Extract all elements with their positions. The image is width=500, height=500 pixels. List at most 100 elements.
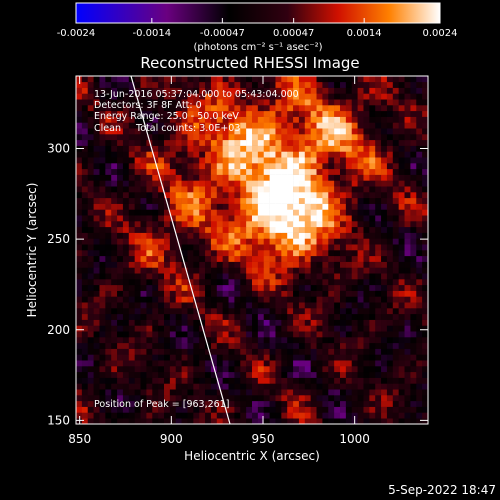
heatmap-cell — [210, 76, 218, 83]
heatmap-cell — [410, 255, 417, 262]
heatmap-cell — [363, 400, 370, 407]
heatmap-cell — [416, 313, 423, 320]
heatmap-cell — [234, 337, 241, 344]
heatmap-cell — [222, 232, 229, 239]
heatmap-cell — [169, 319, 177, 326]
heatmap-cell — [252, 76, 259, 83]
heatmap-cell — [375, 302, 382, 309]
heatmap-cell — [122, 348, 130, 355]
heatmap-cell — [263, 163, 270, 170]
heatmap-cell — [234, 418, 241, 425]
heatmap-cell — [152, 116, 159, 123]
heatmap-cell — [134, 105, 141, 112]
heatmap-cell — [298, 99, 306, 106]
heatmap-cell — [263, 348, 270, 355]
heatmap-cell — [169, 192, 177, 199]
heatmap-cell — [111, 105, 118, 112]
heatmap-cell — [187, 186, 194, 193]
heatmap-cell — [252, 302, 259, 309]
heatmap-cell — [122, 76, 130, 83]
heatmap-cell — [216, 81, 223, 88]
heatmap-cell — [304, 215, 311, 222]
heatmap-cell — [81, 331, 89, 338]
heatmap-cell — [398, 215, 405, 222]
heatmap-cell — [187, 221, 194, 228]
heatmap-cell — [281, 360, 288, 367]
heatmap-cell — [187, 81, 194, 88]
heatmap-cell — [298, 128, 306, 135]
heatmap-cell — [340, 192, 347, 199]
heatmap-cell — [193, 221, 200, 228]
heatmap-cell — [304, 157, 311, 164]
heatmap-cell — [369, 139, 376, 146]
heatmap-cell — [345, 377, 353, 384]
heatmap-cell — [175, 395, 182, 402]
heatmap-cell — [316, 377, 323, 384]
heatmap-cell — [369, 209, 376, 216]
heatmap-cell — [181, 157, 188, 164]
heatmap-cell — [304, 255, 311, 262]
heatmap-cell — [334, 174, 341, 181]
heatmap-cell — [181, 186, 188, 193]
heatmap-cell — [345, 325, 353, 332]
heatmap-cell — [422, 325, 429, 332]
x-tick-label: 850 — [68, 432, 91, 446]
heatmap-cell — [298, 360, 306, 367]
heatmap-cell — [304, 279, 311, 286]
heatmap-cell — [205, 76, 212, 83]
heatmap-cell — [205, 412, 212, 419]
heatmap-cell — [281, 221, 288, 228]
heatmap-cell — [234, 139, 241, 146]
heatmap-cell — [375, 99, 382, 106]
heatmap-cell — [99, 418, 106, 425]
heatmap-cell — [216, 331, 223, 338]
heatmap-cell — [128, 296, 135, 303]
heatmap-cell — [269, 354, 276, 361]
heatmap-cell — [340, 331, 347, 338]
heatmap-cell — [422, 76, 429, 83]
heatmap-cell — [152, 174, 159, 181]
heatmap-cell — [369, 134, 376, 141]
heatmap-cell — [369, 163, 376, 170]
heatmap-cell — [410, 168, 417, 175]
heatmap-cell — [298, 284, 306, 291]
heatmap-cell — [310, 197, 317, 204]
heatmap-cell — [416, 255, 423, 262]
heatmap-cell — [152, 406, 159, 413]
heatmap-cell — [422, 360, 429, 367]
heatmap-cell — [328, 168, 335, 175]
heatmap-cell — [386, 250, 394, 257]
heatmap-cell — [281, 366, 288, 373]
heatmap-cell — [187, 395, 194, 402]
heatmap-cell — [228, 192, 235, 199]
heatmap-cell — [111, 383, 118, 390]
heatmap-cell — [117, 296, 124, 303]
heatmap-cell — [152, 290, 159, 297]
heatmap-cell — [316, 371, 323, 378]
heatmap-cell — [246, 371, 253, 378]
heatmap-cell — [146, 412, 153, 419]
heatmap-cell — [193, 325, 200, 332]
heatmap-cell — [146, 400, 153, 407]
heatmap-cell — [222, 389, 229, 396]
heatmap-cell — [175, 180, 182, 187]
heatmap-cell — [416, 348, 423, 355]
heatmap-cell — [269, 168, 276, 175]
heatmap-cell — [275, 157, 282, 164]
heatmap-cell — [263, 400, 270, 407]
heatmap-cell — [340, 221, 347, 228]
heatmap-cell — [410, 110, 417, 117]
heatmap-cell — [193, 308, 200, 315]
heatmap-cell — [275, 209, 282, 216]
heatmap-cell — [117, 163, 124, 170]
heatmap-cell — [234, 395, 241, 402]
heatmap-cell — [111, 192, 118, 199]
heatmap-cell — [351, 377, 358, 384]
heatmap-cell — [328, 337, 335, 344]
heatmap-cell — [381, 279, 388, 286]
heatmap-cell — [422, 348, 429, 355]
heatmap-cell — [134, 395, 141, 402]
heatmap-cell — [340, 389, 347, 396]
heatmap-cell — [175, 116, 182, 123]
heatmap-cell — [164, 348, 171, 355]
